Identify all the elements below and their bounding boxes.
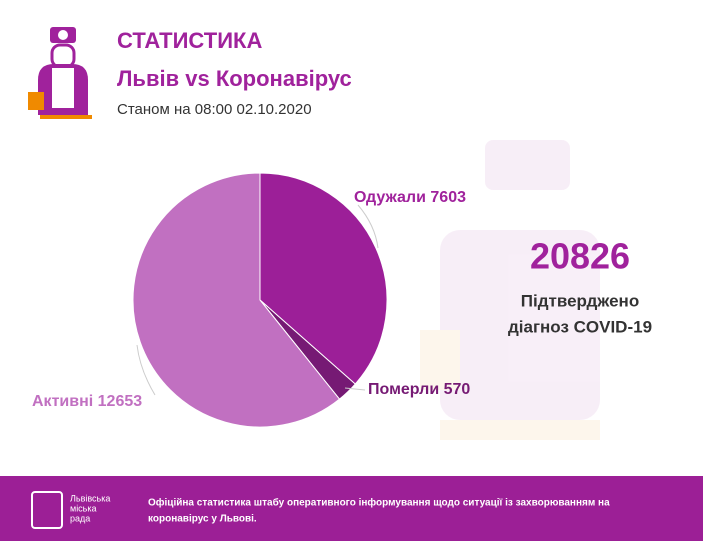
pie [132, 172, 388, 428]
connector [357, 204, 379, 249]
date: Станом на 08:00 02.10.2020 [117, 101, 312, 118]
watermark [420, 140, 600, 440]
data-label: Померли 570 [368, 381, 470, 398]
connector [136, 344, 156, 396]
footer-text: коронавірус у Львові. [148, 514, 257, 525]
footer-text: Офіційна статистика штабу оперативного і… [148, 497, 610, 509]
label-value: 7603 [430, 189, 466, 206]
label-name: Активні [32, 393, 93, 410]
logo-text: Львівська [70, 493, 110, 503]
logo-text: міська [70, 503, 97, 513]
pie-slice [259, 172, 388, 385]
pie-slice [132, 172, 341, 428]
label-value: 570 [444, 381, 471, 398]
doctor-icon [28, 27, 92, 119]
total-label: діагноз COVID-19 [508, 317, 652, 336]
title: СТАТИСТИКА [117, 28, 262, 53]
connector [344, 387, 366, 391]
data-label: Активні 12653 [32, 393, 142, 410]
label-name: Померли [368, 381, 439, 398]
total-label: Підтверджено [521, 291, 639, 310]
label-name: Одужали [354, 189, 426, 206]
subtitle: Львів vs Коронавірус [117, 66, 352, 91]
data-label: Одужали 7603 [354, 189, 466, 206]
total: 20826 [530, 236, 630, 277]
logo [31, 491, 63, 529]
label-value: 12653 [98, 393, 143, 410]
footer [0, 476, 703, 541]
logo-text: рада [70, 513, 90, 523]
